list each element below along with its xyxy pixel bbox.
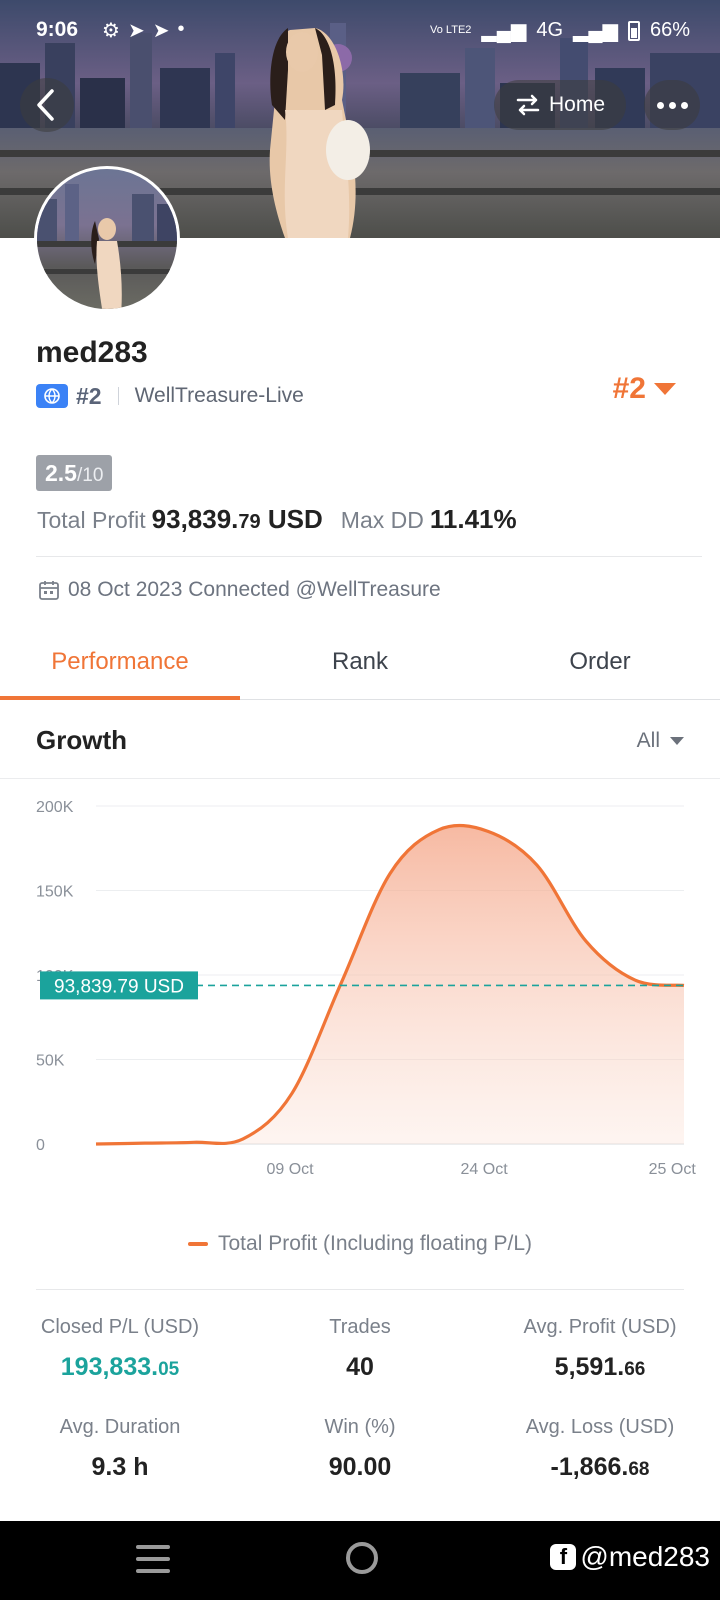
current-value-label: 93,839.79 USD	[54, 976, 184, 997]
recent-apps-button[interactable]	[136, 1545, 170, 1573]
status-bar: 9:06 ⚙ ➤ ➤ • Vo LTE2 ▂▄▆ 4G ▂▄▆ 66%	[0, 0, 720, 60]
more-icon	[656, 101, 664, 109]
global-rank: #2	[76, 382, 102, 409]
watermark-text: @med283	[580, 1541, 710, 1572]
stat-closed-pl: Closed P/L (USD) 193,833.05	[0, 1316, 240, 1382]
status-right: Vo LTE2 ▂▄▆ 4G ▂▄▆ 66%	[430, 18, 690, 43]
battery-level: 66%	[649, 19, 690, 41]
stat-trades: Trades 40	[240, 1316, 480, 1382]
total-profit-value: 93,839.79 USD	[151, 504, 323, 534]
home-button[interactable]: Home	[494, 80, 626, 130]
current-value-tag	[40, 971, 198, 1000]
score-max: /10	[76, 465, 104, 486]
home-label: Home	[548, 93, 606, 116]
calendar-icon	[39, 581, 59, 600]
network-type: 4G	[536, 19, 564, 41]
max-dd-label: Max DD	[340, 507, 424, 533]
growth-header: Growth All	[0, 701, 720, 779]
profit-summary: Total Profit 93,839.79 USD Max DD 11.41%	[37, 504, 517, 535]
notification-icons: ⚙ ➤ ➤ •	[102, 18, 184, 43]
tab-rank[interactable]: Rank	[331, 648, 389, 675]
y-tick-label: 200K	[36, 799, 74, 816]
caret-down-icon	[670, 737, 684, 745]
tab-performance[interactable]: Performance	[0, 628, 240, 700]
avg-duration-value: 9.3 h	[91, 1453, 149, 1481]
telegram-icon: ➤	[127, 20, 145, 42]
broker-name: WellTreasure-Live	[134, 384, 304, 407]
signal-icon: ▂▄▆	[573, 20, 618, 42]
legend-swatch	[188, 1242, 208, 1246]
range-dropdown[interactable]: All	[637, 729, 684, 753]
avg-loss-value: -1,866.68	[550, 1453, 650, 1481]
status-time: 9:06	[36, 18, 79, 41]
swap-icon	[516, 94, 540, 116]
facebook-icon: f	[550, 1544, 577, 1570]
stat-avg-duration: Avg. Duration 9.3 h	[0, 1416, 240, 1482]
caret-down-icon	[654, 383, 676, 395]
stat-avg-profit: Avg. Profit (USD) 5,591.66	[480, 1316, 720, 1382]
dot-icon: •	[177, 18, 185, 40]
score-badge: 2.5 /10	[36, 455, 113, 491]
legend-label: Total Profit (Including floating P/L)	[218, 1232, 532, 1255]
avatar[interactable]	[34, 166, 180, 312]
stat-win: Win (%) 90.00	[240, 1416, 480, 1482]
back-button[interactable]	[20, 78, 74, 132]
y-tick-label: 150K	[36, 884, 74, 901]
avg-profit-value: 5,591.66	[554, 1353, 646, 1381]
tab-order[interactable]: Order	[569, 648, 631, 675]
battery-icon	[627, 20, 640, 41]
connected-text: 08 Oct 2023 Connected @WellTreasure	[68, 578, 441, 601]
system-nav-bar: f @med283	[0, 1521, 720, 1600]
max-dd-value: 11.41%	[429, 504, 517, 534]
telegram-icon: ➤	[152, 20, 170, 42]
trades-value: 40	[346, 1353, 374, 1381]
range-label: All	[636, 729, 660, 752]
score-value: 2.5	[45, 460, 77, 486]
y-tick-label: 0	[36, 1137, 45, 1154]
home-nav-button[interactable]	[346, 1542, 378, 1574]
avatar-photo	[37, 184, 177, 309]
signal-icon: ▂▄▆	[481, 20, 527, 42]
settings-icon: ⚙	[102, 20, 120, 42]
x-tick-label: 24 Oct	[461, 1161, 509, 1178]
win-value: 90.00	[328, 1453, 392, 1481]
rank-row: #2 WellTreasure-Live	[36, 381, 304, 411]
growth-title: Growth	[36, 725, 127, 755]
total-profit-label: Total Profit	[37, 507, 146, 533]
watermark: f @med283	[550, 1541, 710, 1573]
username: med283	[36, 336, 148, 369]
series-line	[95, 823, 685, 1146]
divider	[36, 556, 702, 557]
closed-pl-value: 193,833.05	[60, 1353, 180, 1381]
rank-badge-label: #2	[612, 372, 646, 405]
divider	[36, 1289, 684, 1290]
globe-icon	[36, 384, 68, 408]
chart-legend: Total Profit (Including floating P/L)	[0, 1232, 720, 1256]
x-tick-label: 09 Oct	[266, 1161, 314, 1178]
y-tick-label: 50K	[36, 1053, 65, 1070]
rank-dropdown[interactable]: #2	[613, 372, 676, 406]
chevron-left-icon	[37, 89, 54, 121]
connected-info: 08 Oct 2023 Connected @WellTreasure	[38, 578, 441, 602]
x-tick-label: 25 Oct	[649, 1161, 697, 1178]
person-photo	[269, 28, 370, 238]
stat-avg-loss: Avg. Loss (USD) -1,866.68	[480, 1416, 720, 1482]
divider	[117, 387, 119, 405]
volte-indicator: Vo LTE2	[430, 24, 472, 36]
railing	[0, 188, 720, 195]
more-options-button[interactable]	[644, 80, 700, 130]
tab-bar: Performance Rank Order	[0, 628, 720, 700]
